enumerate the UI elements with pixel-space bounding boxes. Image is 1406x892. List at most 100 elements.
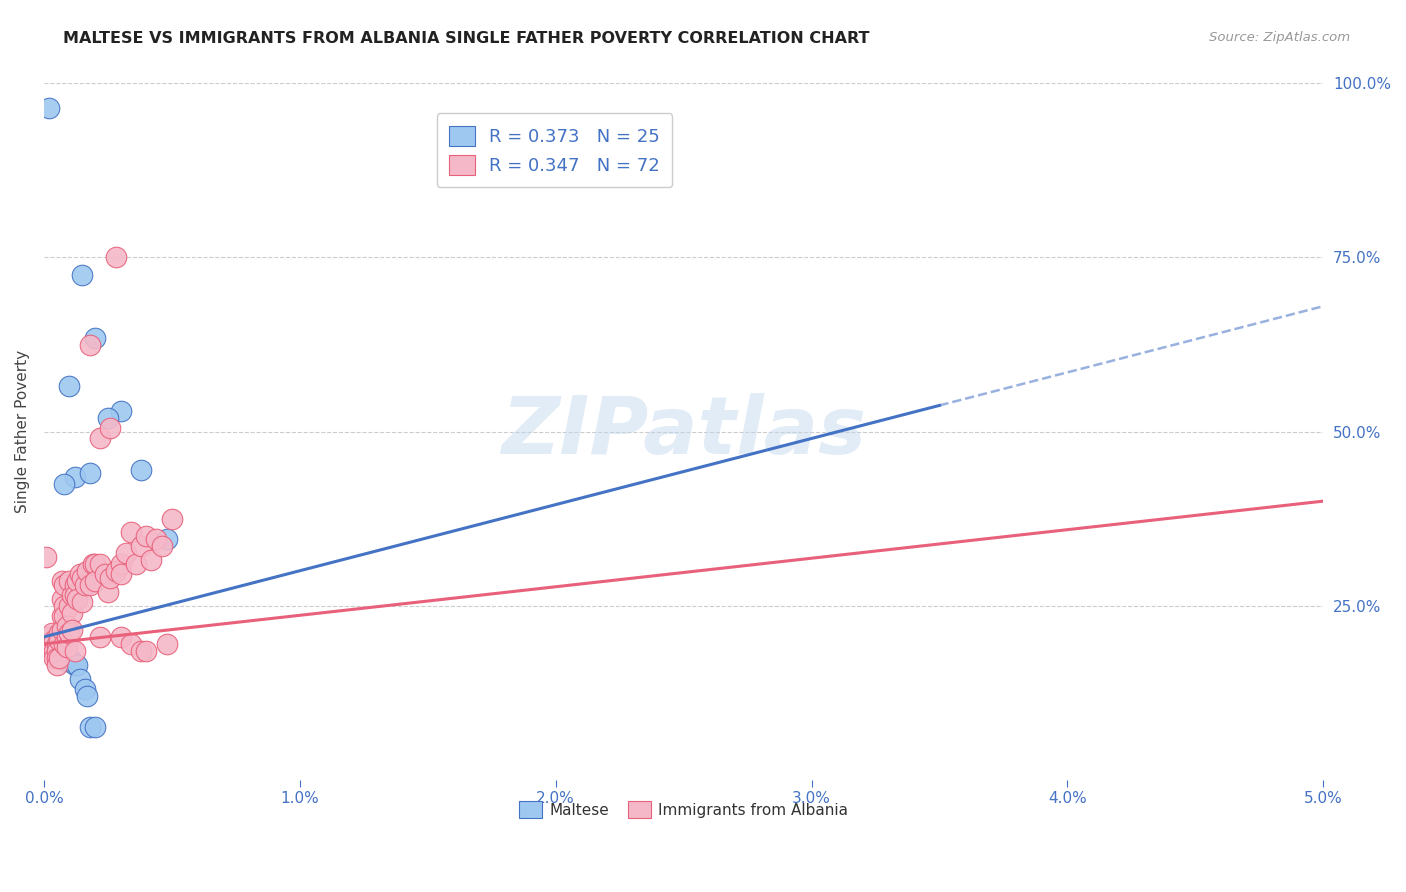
Point [84, 330, 107, 344]
Point [129, 644, 152, 658]
Point [89, 630, 111, 644]
Point [156, 637, 179, 651]
Point [41, 626, 63, 640]
Point [73, 682, 96, 697]
Text: ZIPatlas: ZIPatlas [501, 392, 866, 470]
Point [38, 101, 60, 115]
Point [53, 476, 76, 491]
Point [135, 644, 157, 658]
Text: Source: ZipAtlas.com: Source: ZipAtlas.com [1209, 31, 1350, 45]
Point [45, 644, 67, 658]
Point [45, 650, 67, 665]
Point [69, 567, 91, 582]
Point [63, 469, 86, 483]
Point [97, 410, 120, 425]
Legend: Maltese, Immigrants from Albania: Maltese, Immigrants from Albania [513, 796, 855, 824]
Point [72, 595, 94, 609]
Point [56, 619, 79, 633]
Point [48, 626, 70, 640]
Point [110, 630, 132, 644]
Point [129, 463, 152, 477]
Point [89, 432, 111, 446]
Point [89, 557, 111, 571]
Point [53, 577, 76, 591]
Point [72, 268, 94, 282]
Point [56, 654, 79, 668]
Point [129, 540, 152, 554]
Point [42, 650, 65, 665]
Point [72, 571, 94, 585]
Point [94, 567, 117, 582]
Point [58, 574, 80, 589]
Point [66, 591, 89, 606]
Point [45, 657, 67, 672]
Point [120, 525, 142, 540]
Point [51, 609, 73, 624]
Point [53, 609, 76, 624]
Point [60, 654, 83, 668]
Point [110, 567, 132, 582]
Text: MALTESE VS IMMIGRANTS FROM ALBANIA SINGLE FATHER POVERTY CORRELATION CHART: MALTESE VS IMMIGRANTS FROM ALBANIA SINGL… [63, 31, 870, 46]
Point [145, 533, 167, 547]
Point [110, 557, 132, 571]
Point [53, 637, 76, 651]
Point [135, 529, 157, 543]
Point [45, 637, 67, 651]
Point [79, 337, 101, 351]
Point [48, 633, 70, 648]
Point [58, 650, 80, 665]
Point [38, 637, 60, 651]
Point [56, 630, 79, 644]
Point [73, 577, 96, 591]
Point [60, 588, 83, 602]
Point [79, 720, 101, 734]
Point [84, 557, 107, 571]
Point [63, 657, 86, 672]
Point [141, 553, 163, 567]
Point [104, 251, 127, 265]
Point [97, 584, 120, 599]
Point [84, 574, 107, 589]
Point [76, 564, 98, 578]
Point [160, 511, 183, 525]
Point [69, 672, 91, 686]
Point [63, 644, 86, 658]
Point [51, 623, 73, 637]
Point [60, 623, 83, 637]
Point [51, 644, 73, 658]
Point [41, 637, 63, 651]
Point [41, 644, 63, 658]
Point [53, 650, 76, 665]
Point [63, 577, 86, 591]
Point [66, 657, 89, 672]
Point [42, 630, 65, 644]
Point [114, 546, 136, 560]
Point [150, 540, 173, 554]
Point [66, 574, 89, 589]
Point [104, 564, 127, 578]
Point [79, 577, 101, 591]
Point [48, 650, 70, 665]
Point [156, 533, 179, 547]
Point [58, 599, 80, 613]
Point [120, 637, 142, 651]
Point [82, 557, 104, 571]
Y-axis label: Single Father Poverty: Single Father Poverty [15, 350, 30, 513]
Point [63, 588, 86, 602]
Point [56, 640, 79, 655]
Point [38, 630, 60, 644]
Point [76, 689, 98, 703]
Point [110, 403, 132, 417]
Point [53, 599, 76, 613]
Point [58, 379, 80, 393]
Point [100, 571, 122, 585]
Point [125, 557, 148, 571]
Point [42, 633, 65, 648]
Point [60, 606, 83, 620]
Point [48, 637, 70, 651]
Point [42, 644, 65, 658]
Point [58, 626, 80, 640]
Point [51, 591, 73, 606]
Point [79, 467, 101, 481]
Point [35, 549, 58, 564]
